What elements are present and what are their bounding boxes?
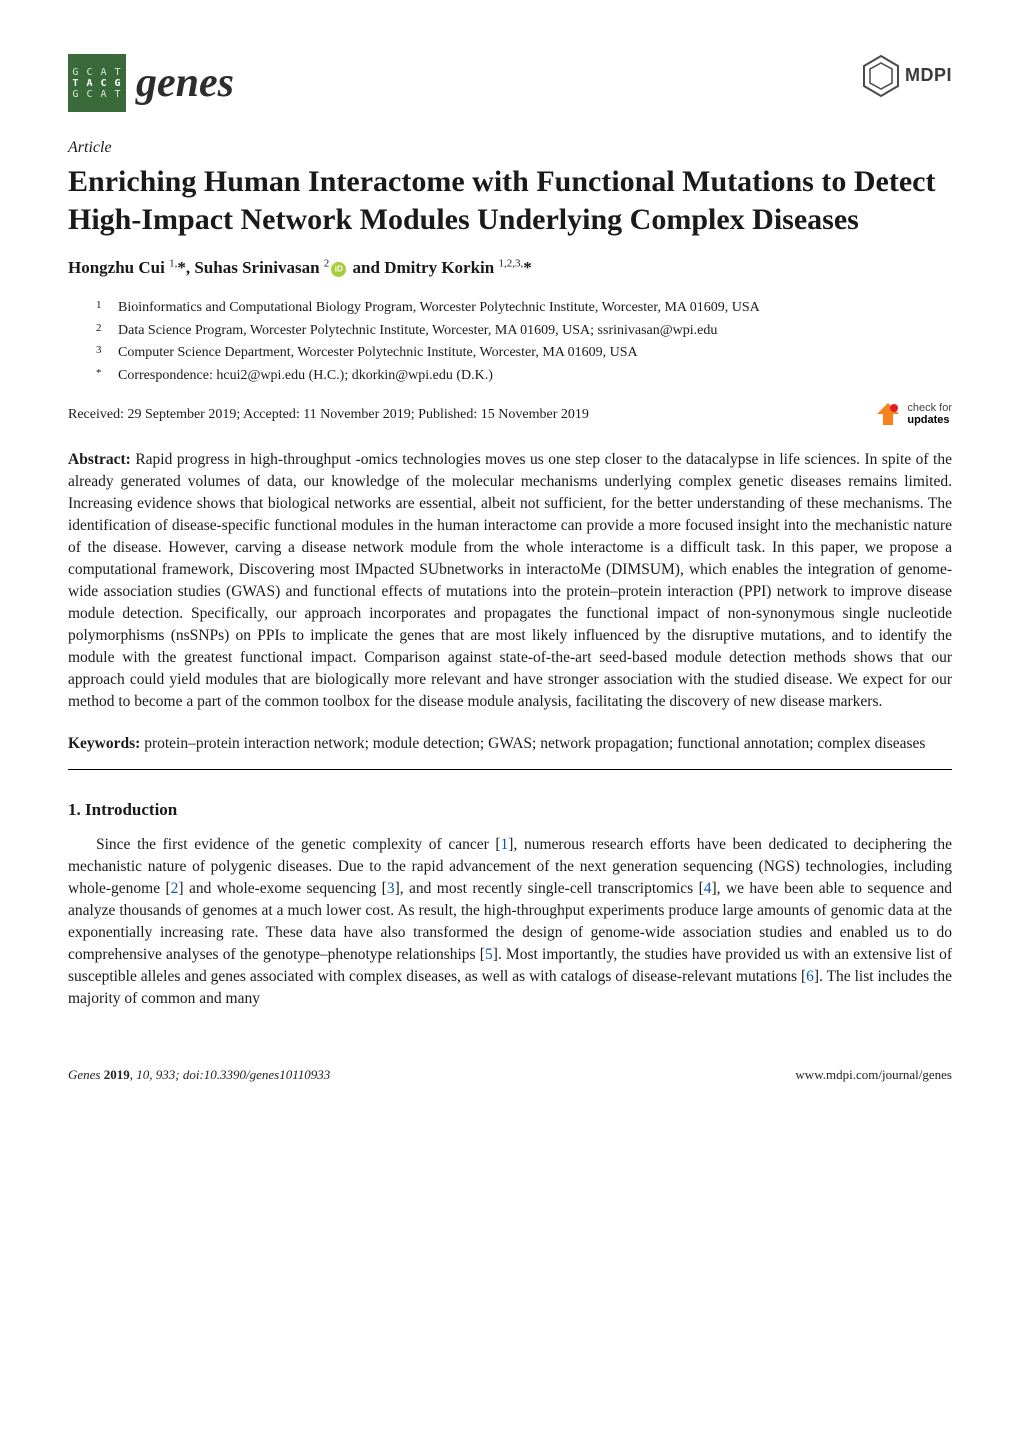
mdpi-text: MDPI [905, 63, 952, 88]
affiliation-row: 1 Bioinformatics and Computational Biolo… [96, 298, 952, 318]
article-title: Enriching Human Interactome with Functio… [68, 163, 952, 238]
affiliation-row: 3 Computer Science Department, Worcester… [96, 343, 952, 363]
affiliations-block: 1 Bioinformatics and Computational Biolo… [96, 298, 952, 385]
abstract-body: Rapid progress in high-throughput -omics… [68, 451, 952, 710]
footer-citation-rest: , 10, 933; doi:10.3390/genes10110933 [130, 1067, 331, 1082]
author-3-affil: 1,2,3, [499, 258, 524, 270]
journal-logo-block: G C A T T A C G G C A T genes [68, 54, 234, 113]
section-1-heading: 1. Introduction [68, 798, 952, 822]
intro-t2: ] and whole-exome sequencing [ [178, 880, 386, 897]
updates-line-2: updates [907, 414, 949, 426]
affiliation-row: 2 Data Science Program, Worcester Polyte… [96, 321, 952, 341]
genes-logo-tile: G C A T T A C G G C A T [68, 54, 126, 112]
keywords-body: protein–protein interaction network; mod… [140, 735, 925, 752]
author-1-name: Hongzhu Cui [68, 258, 169, 277]
intro-t0: Since the first evidence of the genetic … [96, 836, 501, 853]
intro-t3: ], and most recently single-cell transcr… [395, 880, 704, 897]
affil-text: Correspondence: hcui2@wpi.edu (H.C.); dk… [118, 366, 493, 386]
citation-6[interactable]: 6 [806, 968, 814, 985]
logo-row-3: G C A T [72, 89, 121, 100]
footer-journal-italic: Genes [68, 1067, 104, 1082]
footer-row: Genes 2019, 10, 933; doi:10.3390/genes10… [68, 1066, 952, 1084]
logo-row-1: G C A T [72, 67, 121, 78]
authors-line: Hongzhu Cui 1,*, Suhas Srinivasan 2 and … [68, 256, 952, 280]
author-2-affil: 2 [324, 258, 330, 270]
affil-text: Bioinformatics and Computational Biology… [118, 298, 760, 318]
footer-left: Genes 2019, 10, 933; doi:10.3390/genes10… [68, 1066, 330, 1084]
journal-name: genes [136, 54, 234, 113]
citation-4[interactable]: 4 [704, 880, 712, 897]
author-2-name: Suhas Srinivasan [194, 258, 323, 277]
affil-num: 2 [96, 321, 118, 341]
check-updates-badge[interactable]: check for updates [875, 401, 952, 427]
footer-right: www.mdpi.com/journal/genes [795, 1066, 952, 1084]
article-type: Article [68, 137, 952, 159]
keywords-label: Keywords: [68, 735, 140, 752]
section-divider [68, 769, 952, 770]
affil-text: Data Science Program, Worcester Polytech… [118, 321, 717, 341]
citation-3[interactable]: 3 [387, 880, 395, 897]
abstract-paragraph: Abstract: Rapid progress in high-through… [68, 449, 952, 713]
intro-paragraph: Since the first evidence of the genetic … [68, 834, 952, 1010]
affil-num: 1 [96, 298, 118, 318]
orcid-icon [331, 262, 346, 277]
mdpi-hex-icon [861, 54, 901, 98]
mdpi-logo: MDPI [861, 54, 952, 98]
citation-5[interactable]: 5 [485, 946, 493, 963]
author-3-star: * [523, 258, 532, 277]
affil-text: Computer Science Department, Worcester P… [118, 343, 638, 363]
footer-year: 2019 [104, 1067, 130, 1082]
header-row: G C A T T A C G G C A T genes MDPI [68, 54, 952, 113]
check-updates-icon [875, 401, 901, 427]
author-1-star: * [177, 258, 186, 277]
author-sep-2: and [348, 258, 384, 277]
updates-line-1: check for [907, 402, 952, 414]
logo-row-2: T A C G [72, 78, 121, 89]
abstract-label: Abstract: [68, 451, 131, 468]
check-updates-label: check for updates [907, 402, 952, 426]
affil-num: 3 [96, 343, 118, 363]
author-3-name: Dmitry Korkin [384, 258, 498, 277]
dates-text: Received: 29 September 2019; Accepted: 1… [68, 405, 589, 425]
affiliation-row: * Correspondence: hcui2@wpi.edu (H.C.); … [96, 366, 952, 386]
keywords-paragraph: Keywords: protein–protein interaction ne… [68, 733, 952, 755]
dates-row: Received: 29 September 2019; Accepted: 1… [68, 401, 952, 427]
affil-num: * [96, 366, 118, 386]
